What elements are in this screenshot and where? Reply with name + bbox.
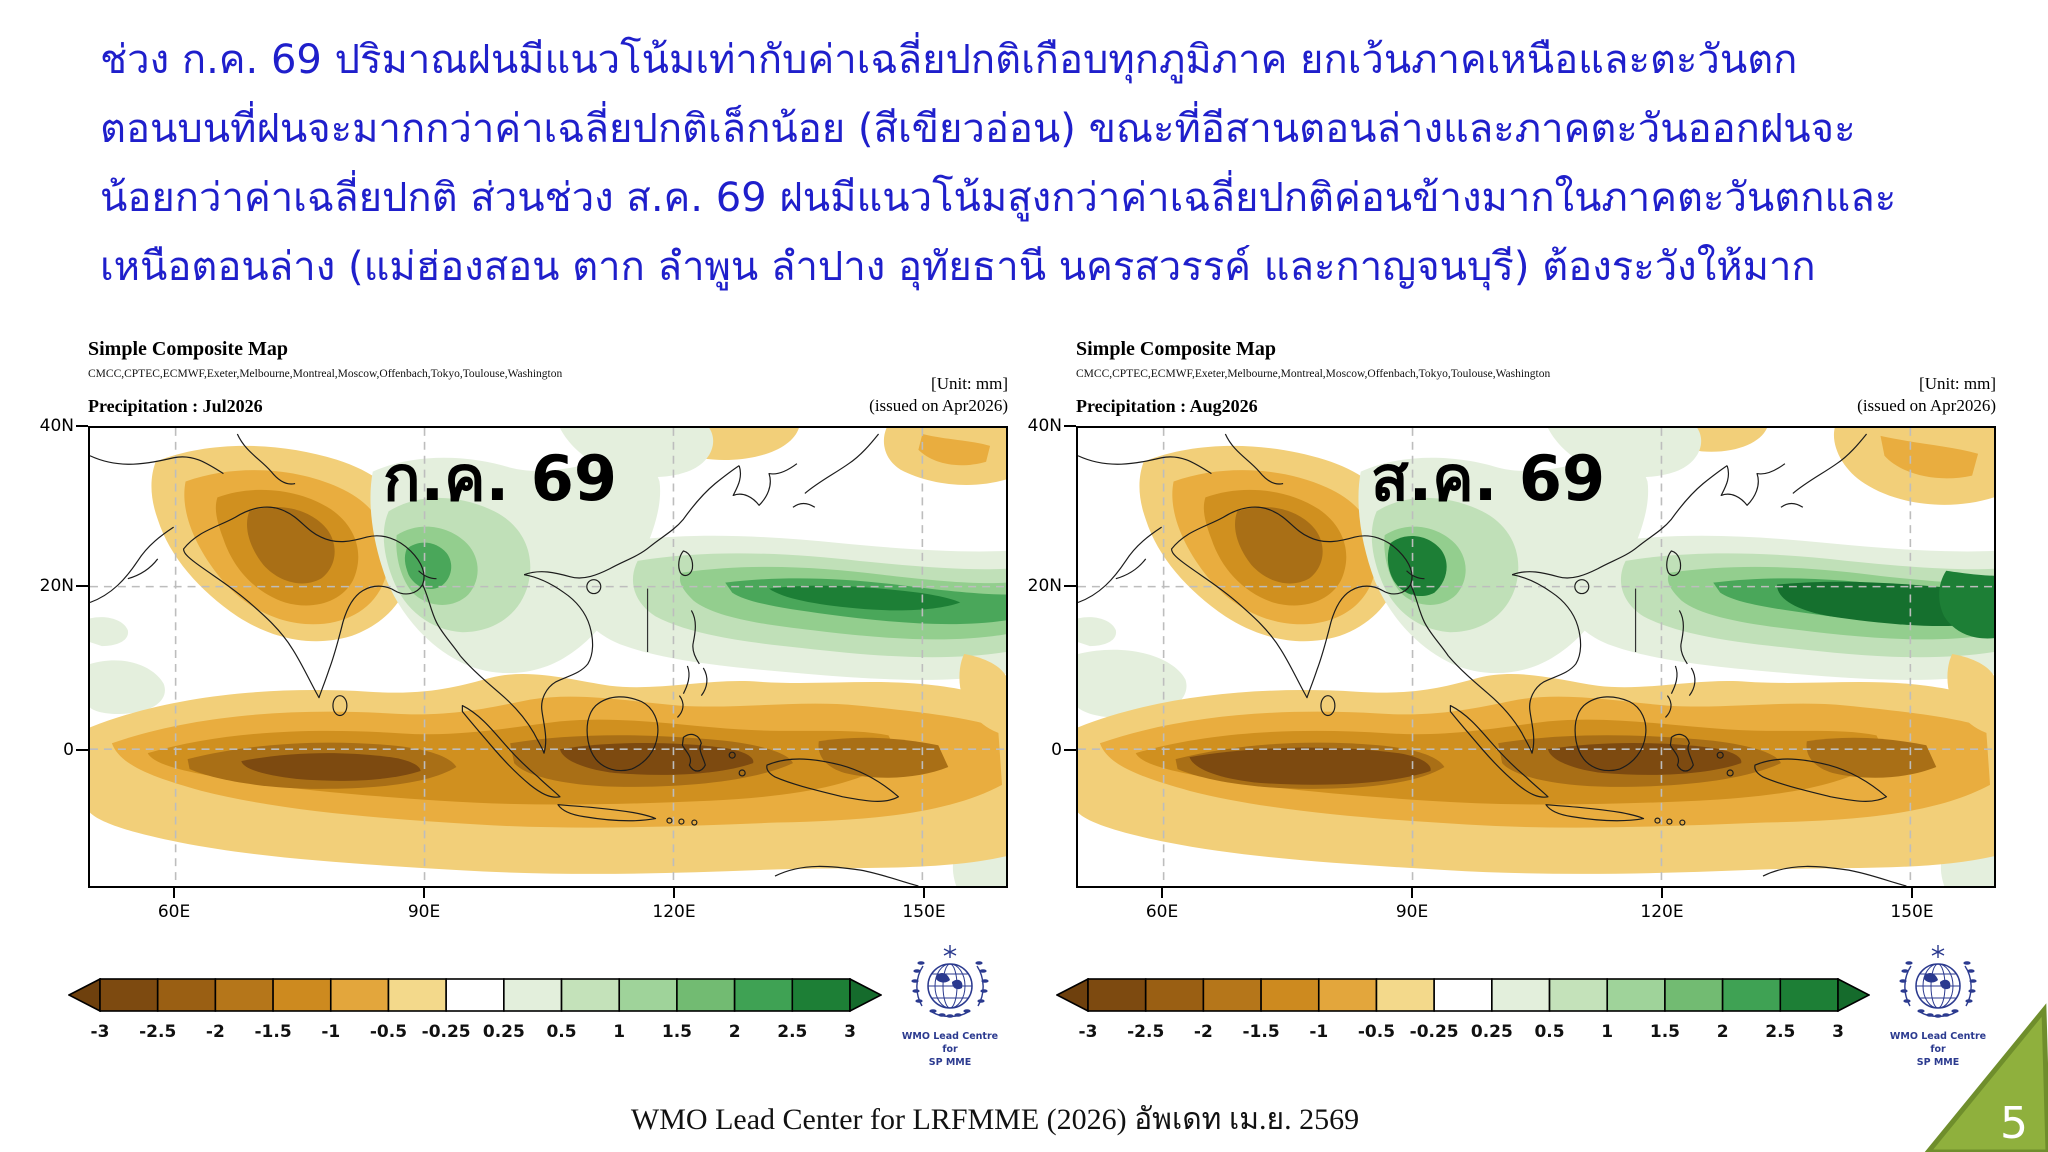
wmo-logo-caption: SP MME: [1916, 1057, 1960, 1068]
map-models-list: CMCC,CPTEC,ECMWF,Exeter,Melbourne,Montre…: [1076, 368, 1551, 380]
headline-line: ตอนบนที่ฝนจะมากกว่าค่าเฉลี่ยปกติเล็กน้อย…: [100, 106, 1856, 152]
map-variable-label: Precipitation : Aug2026: [1076, 396, 1258, 416]
colorbar-tick-label: 1.5: [1649, 1022, 1680, 1042]
wmo-logo-caption: WMO Lead Centre for: [1889, 1031, 1987, 1055]
colorbar-tick-label: 0.5: [546, 1022, 577, 1042]
colorbar-tick-label: 3: [1832, 1022, 1844, 1042]
y-tick-mark: [1064, 585, 1076, 587]
y-tick-label: 0: [1051, 740, 1062, 760]
x-tick-mark: [173, 888, 175, 898]
map-unit-label: [Unit: mm]: [931, 374, 1008, 393]
colorbar-tick-label: -1.5: [254, 1022, 292, 1042]
colorbar-tick-label: 2: [1716, 1022, 1729, 1042]
y-tick-mark: [76, 585, 88, 587]
headline-line: น้อยกว่าค่าเฉลี่ยปกติ ส่วนช่วง ส.ค. 69 ฝ…: [100, 175, 1897, 221]
precip-map-canvas: ก.ค. 69: [88, 426, 1008, 888]
colorbar-tick-label: -1: [321, 1022, 341, 1042]
x-tick-label: 120E: [1640, 902, 1684, 922]
x-tick-label: 90E: [407, 902, 441, 922]
colorbar-tick-label: 1.5: [661, 1022, 692, 1042]
colorbar-tick-label: 2.5: [777, 1022, 808, 1042]
colorbar-tick-label: 1: [1601, 1022, 1614, 1042]
colorbar-scale: [68, 978, 882, 1012]
y-tick-label: 40N: [1027, 416, 1062, 436]
y-tick-label: 0: [63, 740, 74, 760]
x-tick-mark: [923, 888, 925, 898]
y-tick-mark: [76, 749, 88, 751]
colorbar-tick-label: -2: [205, 1022, 225, 1042]
colorbar-tick-label: -3: [90, 1022, 110, 1042]
map-models-list: CMCC,CPTEC,ECMWF,Exeter,Melbourne,Montre…: [88, 368, 563, 380]
colorbar-tick-label: 1: [613, 1022, 626, 1042]
map-issued-label: (issued on Apr2026): [1857, 396, 1996, 415]
x-tick-label: 60E: [1145, 902, 1179, 922]
map-title: Simple Composite Map: [1076, 338, 1276, 360]
x-tick-mark: [1911, 888, 1913, 898]
wmo-emblem-icon: [911, 945, 989, 1018]
wmo-logo-caption: WMO Lead Centre for: [901, 1031, 999, 1055]
map-variable-label: Precipitation : Jul2026: [88, 396, 263, 416]
colorbar-tick-label: 0.25: [482, 1022, 525, 1042]
wmo-logo: WMO Lead Centre for SP MME: [1881, 944, 1995, 1069]
x-tick-label: 90E: [1395, 902, 1429, 922]
colorbar-tick-label: 0.5: [1534, 1022, 1565, 1042]
colorbar-scale: [1056, 978, 1870, 1012]
map-panel-august: Simple Composite Map CMCC,CPTEC,ECMWF,Ex…: [1028, 330, 1996, 1130]
y-tick-mark: [1064, 749, 1076, 751]
headline-line: เหนือตอนล่าง (แม่ฮ่องสอน ตาก ลำพูน ลำปาง…: [100, 244, 1816, 290]
colorbar-tick-label: 2: [728, 1022, 741, 1042]
page-number: 5: [2000, 1098, 2028, 1149]
headline-line: ช่วง ก.ค. 69 ปริมาณฝนมีแนวโน้มเท่ากับค่า…: [100, 37, 1798, 83]
colorbar-tick-label: -2.5: [1127, 1022, 1165, 1042]
x-tick-label: 60E: [157, 902, 191, 922]
colorbar-tick-label: -0.5: [1357, 1022, 1396, 1042]
colorbar-tick-label: -1: [1309, 1022, 1329, 1042]
colorbar-tick-label: -0.5: [369, 1022, 408, 1042]
x-tick-mark: [423, 888, 425, 898]
y-tick-label: 40N: [39, 416, 74, 436]
map-panel-july: Simple Composite Map CMCC,CPTEC,ECMWF,Ex…: [40, 330, 1008, 1130]
wmo-logo: WMO Lead Centre for SP MME: [893, 944, 1007, 1069]
map-unit-label: [Unit: mm]: [1919, 374, 1996, 393]
footer-credit: WMO Lead Center for LRFMME (2026) อัพเดท…: [630, 1103, 1360, 1136]
wmo-emblem-icon: [1899, 945, 1977, 1018]
x-tick-mark: [1661, 888, 1663, 898]
colorbar-tick-label: -0.25: [1409, 1022, 1459, 1042]
y-tick-mark: [76, 425, 88, 427]
x-tick-mark: [1411, 888, 1413, 898]
x-tick-label: 150E: [1890, 902, 1934, 922]
precip-anomaly-map: [1078, 428, 1994, 886]
precip-map-canvas: ส.ค. 69: [1076, 426, 1996, 888]
colorbar-tick-label: 2.5: [1765, 1022, 1796, 1042]
map-overlay-month-label: ส.ค. 69: [1370, 442, 1606, 515]
headline-paragraph: ช่วง ก.ค. 69 ปริมาณฝนมีแนวโน้มเท่ากับค่า…: [100, 26, 1980, 302]
x-tick-mark: [673, 888, 675, 898]
colorbar-tick-label: 3: [844, 1022, 856, 1042]
page-number-corner: 5: [1924, 1003, 2048, 1152]
colorbar-tick-label: 0.25: [1470, 1022, 1513, 1042]
colorbar-tick-label: -2: [1193, 1022, 1213, 1042]
map-overlay-month-label: ก.ค. 69: [383, 442, 617, 515]
x-tick-label: 120E: [652, 902, 696, 922]
map-issued-label: (issued on Apr2026): [869, 396, 1008, 415]
x-tick-label: 150E: [902, 902, 946, 922]
colorbar-tick-label: -3: [1078, 1022, 1098, 1042]
y-tick-label: 20N: [1027, 576, 1062, 596]
colorbar-tick-label: -1.5: [1242, 1022, 1280, 1042]
wmo-logo-caption: SP MME: [928, 1057, 972, 1068]
x-tick-mark: [1161, 888, 1163, 898]
y-tick-mark: [1064, 425, 1076, 427]
precip-anomaly-map: [90, 428, 1006, 886]
colorbar-tick-label: -2.5: [139, 1022, 177, 1042]
map-title: Simple Composite Map: [88, 338, 288, 360]
y-tick-label: 20N: [39, 576, 74, 596]
colorbar-tick-label: -0.25: [421, 1022, 471, 1042]
